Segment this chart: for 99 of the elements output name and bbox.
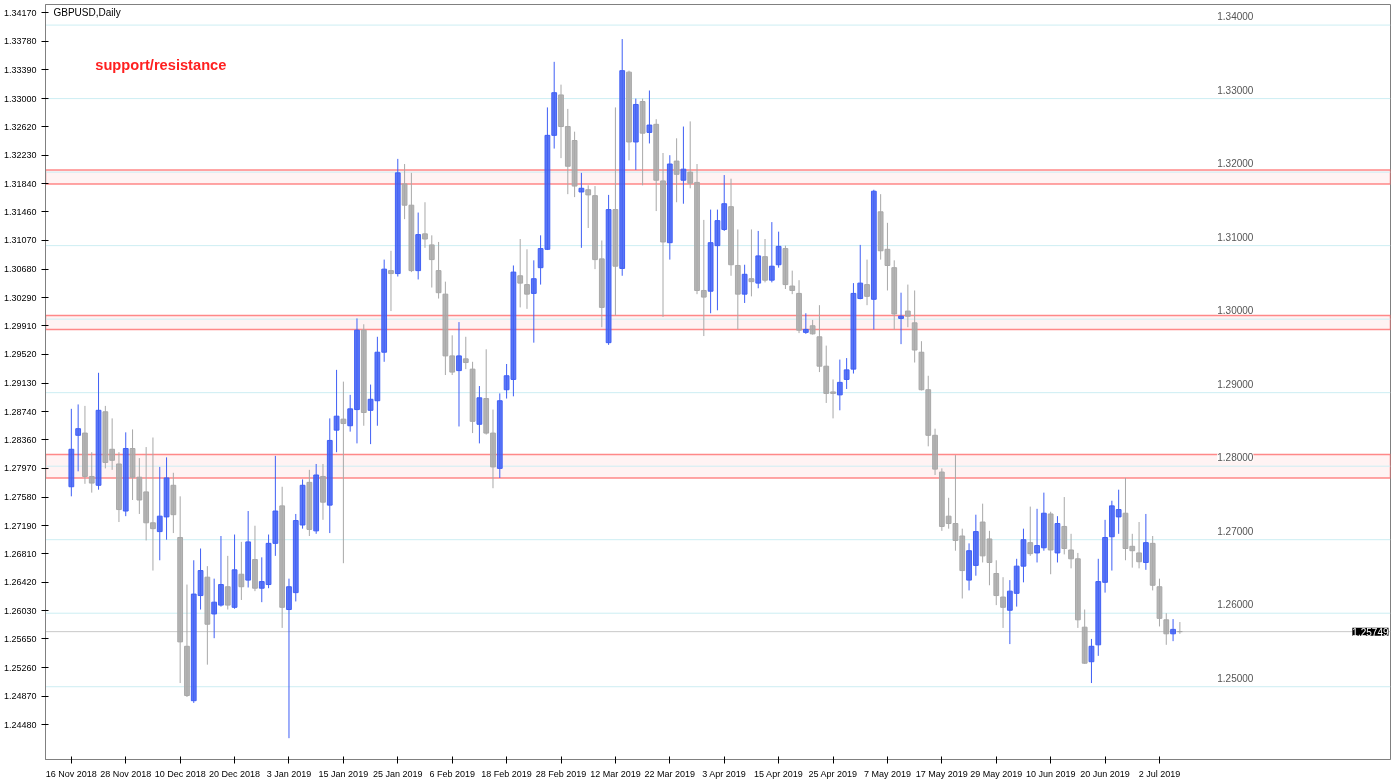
- x-tick-label: 25 Apr 2019: [808, 768, 858, 779]
- x-tick-label: 10 Dec 2018: [154, 768, 206, 779]
- x-tick-label: 16 Nov 2018: [45, 768, 97, 779]
- candlestick: [1163, 612, 1170, 646]
- y-tick-label: 1.29910: [3, 320, 37, 331]
- candlestick: [524, 248, 530, 310]
- candlestick: [646, 90, 653, 144]
- candlestick: [775, 231, 782, 269]
- ref-line-label: 1.29000: [1217, 378, 1254, 390]
- y-tick-label: 1.33390: [3, 64, 37, 75]
- candlestick: [456, 321, 462, 427]
- y-tick-label: 1.26810: [3, 548, 37, 559]
- y-tick-label: 1.24870: [3, 691, 37, 702]
- y-tick-label: 1.27580: [3, 492, 37, 503]
- candlestick: [904, 284, 911, 328]
- y-tick-label: 1.29520: [3, 349, 37, 360]
- y-tick-label: 1.33000: [3, 93, 37, 104]
- candlestick: [1170, 618, 1176, 642]
- candlestick: [1136, 521, 1142, 569]
- x-tick-label: 20 Dec 2018: [209, 768, 261, 779]
- candlestick: [238, 541, 245, 601]
- candlestick: [517, 238, 524, 308]
- ref-line-label: 1.33000: [1217, 84, 1254, 96]
- candlestick: [680, 126, 687, 205]
- y-tick-label: 1.25650: [3, 633, 37, 644]
- x-tick-label: 7 May 2019: [863, 768, 911, 779]
- x-tick-label: 28 Feb 2019: [535, 768, 587, 779]
- ref-line-label: 1.32000: [1217, 158, 1254, 170]
- candlestick: [748, 228, 755, 297]
- candlestick: [789, 270, 796, 295]
- ref-line-label: 1.25749: [1352, 626, 1389, 638]
- y-tick-label: 1.31840: [3, 178, 37, 189]
- x-tick-label: 18 Feb 2019: [481, 768, 532, 779]
- y-tick-label: 1.29130: [3, 378, 37, 389]
- candlestick: [578, 172, 585, 249]
- ref-line-label: 1.34000: [1217, 11, 1254, 23]
- ref-line-label: 1.28000: [1217, 452, 1254, 464]
- x-tick-label: 3 Apr 2019: [702, 768, 746, 779]
- candlestick: [802, 312, 809, 335]
- x-tick-label: 15 Apr 2019: [754, 768, 803, 779]
- ref-line-label: 1.31000: [1217, 231, 1254, 243]
- y-tick-label: 1.34170: [3, 7, 37, 18]
- candlestick: [422, 201, 428, 249]
- candlestick: [428, 234, 435, 289]
- ref-line-label: 1.26000: [1217, 599, 1254, 611]
- ref-line-label: 1.25000: [1217, 672, 1254, 684]
- candlestick: [340, 381, 347, 564]
- ref-line-label: 1.27000: [1217, 525, 1254, 537]
- y-tick-label: 1.26030: [3, 606, 37, 616]
- y-tick-label: 1.27190: [3, 520, 37, 531]
- y-tick-label: 1.28740: [3, 406, 37, 417]
- x-tick-label: 28 Nov 2018: [100, 768, 152, 779]
- candlestick: [1142, 513, 1149, 571]
- candlestick: [224, 555, 231, 611]
- x-tick-label: 22 Mar 2019: [644, 768, 696, 779]
- annotation: support/resistance: [95, 56, 227, 73]
- candlestick: [462, 336, 469, 370]
- ref-line-label: 1.30000: [1217, 305, 1254, 317]
- candlestick: [530, 259, 537, 344]
- x-tick-label: 29 May 2019: [970, 768, 1023, 779]
- chart-title: GBPUSD,Daily: [53, 6, 121, 18]
- x-tick-label: 25 Jan 2019: [373, 768, 423, 779]
- candlestick: [673, 137, 680, 203]
- y-tick-label: 1.25260: [3, 662, 37, 673]
- x-tick-label: 20 Jun 2019: [1080, 768, 1130, 779]
- y-tick-label: 1.27970: [3, 463, 37, 474]
- x-tick-label: 12 Mar 2019: [590, 768, 641, 779]
- y-tick-label: 1.24480: [3, 719, 37, 730]
- candlestick: [1061, 496, 1068, 555]
- candlestick: [993, 559, 1000, 606]
- y-tick-label: 1.32230: [3, 150, 37, 161]
- candlestick: [741, 264, 748, 304]
- y-tick-label: 1.26420: [3, 577, 37, 588]
- x-tick-label: 15 Jan 2019: [318, 768, 369, 779]
- candlestick: [864, 259, 870, 306]
- x-tick-label: 3 Jan 2019: [266, 768, 312, 779]
- y-tick-label: 1.30680: [3, 264, 37, 275]
- y-tick-label: 1.28360: [3, 434, 37, 445]
- x-tick-label: 10 Jun 2019: [1025, 768, 1076, 779]
- candlestick: [898, 292, 904, 345]
- candlestick: [388, 250, 394, 312]
- y-tick-label: 1.31070: [3, 235, 37, 246]
- x-tick-label: 17 May 2019: [915, 768, 968, 779]
- candlestick: [1088, 638, 1095, 684]
- candlestick: [333, 369, 340, 453]
- candlestick: [1027, 506, 1034, 557]
- candlestick: [75, 403, 82, 472]
- y-tick-label: 1.33780: [3, 36, 37, 47]
- candlestick: [768, 221, 775, 283]
- y-tick-label: 1.32620: [3, 121, 37, 132]
- candlestick: [435, 241, 442, 300]
- x-tick-label: 6 Feb 2019: [429, 768, 475, 779]
- x-tick-label: 2 Jul 2019: [1138, 768, 1181, 779]
- candlestick: [836, 359, 843, 411]
- candlestick: [843, 357, 850, 390]
- candlestick: [1000, 576, 1006, 629]
- candlestick: [762, 238, 768, 283]
- y-tick-label: 1.31460: [3, 206, 37, 217]
- y-tick-label: 1.30290: [3, 292, 37, 303]
